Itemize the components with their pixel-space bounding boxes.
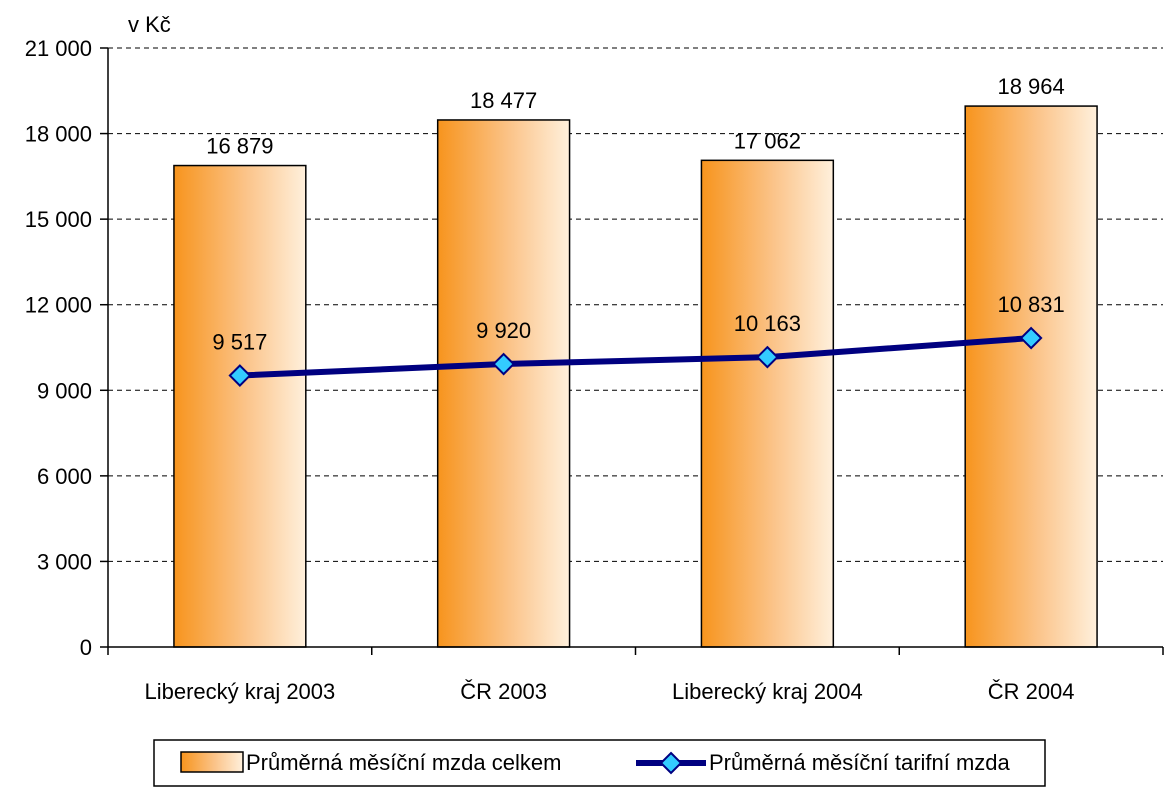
x-tick-label: ČR 2004 bbox=[988, 679, 1075, 704]
bar bbox=[700, 159, 835, 648]
y-tick-label: 12 000 bbox=[25, 293, 92, 318]
bar-series bbox=[173, 105, 1098, 648]
y-tick-label: 3 000 bbox=[37, 549, 92, 574]
bar bbox=[173, 164, 307, 648]
legend-label-line: Průměrná měsíční tarifní mzda bbox=[709, 750, 1011, 775]
line-value-label: 9 517 bbox=[212, 330, 267, 355]
x-tick-label: Liberecký kraj 2004 bbox=[672, 679, 863, 704]
bar bbox=[964, 105, 1098, 648]
line-data-labels: 9 517 9 920 10 163 10 831 bbox=[212, 292, 1064, 354]
line-value-label: 10 831 bbox=[997, 292, 1064, 317]
y-tick-label: 21 000 bbox=[25, 36, 92, 61]
line-point bbox=[228, 364, 252, 387]
legend-box bbox=[153, 739, 1046, 787]
y-tick-label: 6 000 bbox=[37, 464, 92, 489]
bar-value-label: 18 964 bbox=[997, 74, 1064, 99]
y-tick-label: 9 000 bbox=[37, 378, 92, 403]
legend-label-bar: Průměrná měsíční mzda celkem bbox=[246, 750, 561, 775]
line-point bbox=[755, 345, 779, 369]
y-tick-label: 15 000 bbox=[25, 207, 92, 232]
legend-swatch-marker bbox=[659, 751, 683, 775]
bar-data-labels: 16 879 18 477 17 062 18 964 bbox=[206, 74, 1065, 158]
line-point bbox=[1019, 326, 1043, 350]
axes bbox=[100, 47, 1164, 655]
x-tick-labels: Liberecký kraj 2003 ČR 2003 Liberecký kraj… bbox=[144, 679, 1074, 704]
x-tick-label: Liberecký kraj 2003 bbox=[144, 679, 335, 704]
x-tick-label: ČR 2003 bbox=[460, 679, 547, 704]
y-tick-labels: 0 3 000 6 000 9 000 12 000 15 000 18 000 21 000 bbox=[25, 36, 92, 660]
y-tick-label: 0 bbox=[80, 635, 92, 660]
bar-value-label: 18 477 bbox=[470, 88, 537, 113]
bar-value-label: 17 062 bbox=[734, 128, 801, 153]
y-axis-label: v Kč bbox=[128, 12, 171, 37]
legend: Průměrná měsíční mzda celkem Průměrná mě… bbox=[153, 739, 1046, 787]
bar-value-label: 16 879 bbox=[206, 134, 273, 159]
line-series bbox=[228, 326, 1043, 387]
line-value-label: 10 163 bbox=[734, 311, 801, 336]
legend-swatch-bar bbox=[180, 751, 244, 773]
line-point bbox=[492, 352, 516, 376]
y-tick-label: 18 000 bbox=[25, 122, 92, 147]
line-value-label: 9 920 bbox=[476, 318, 531, 343]
line-path bbox=[239, 335, 1032, 379]
bar bbox=[436, 119, 571, 648]
